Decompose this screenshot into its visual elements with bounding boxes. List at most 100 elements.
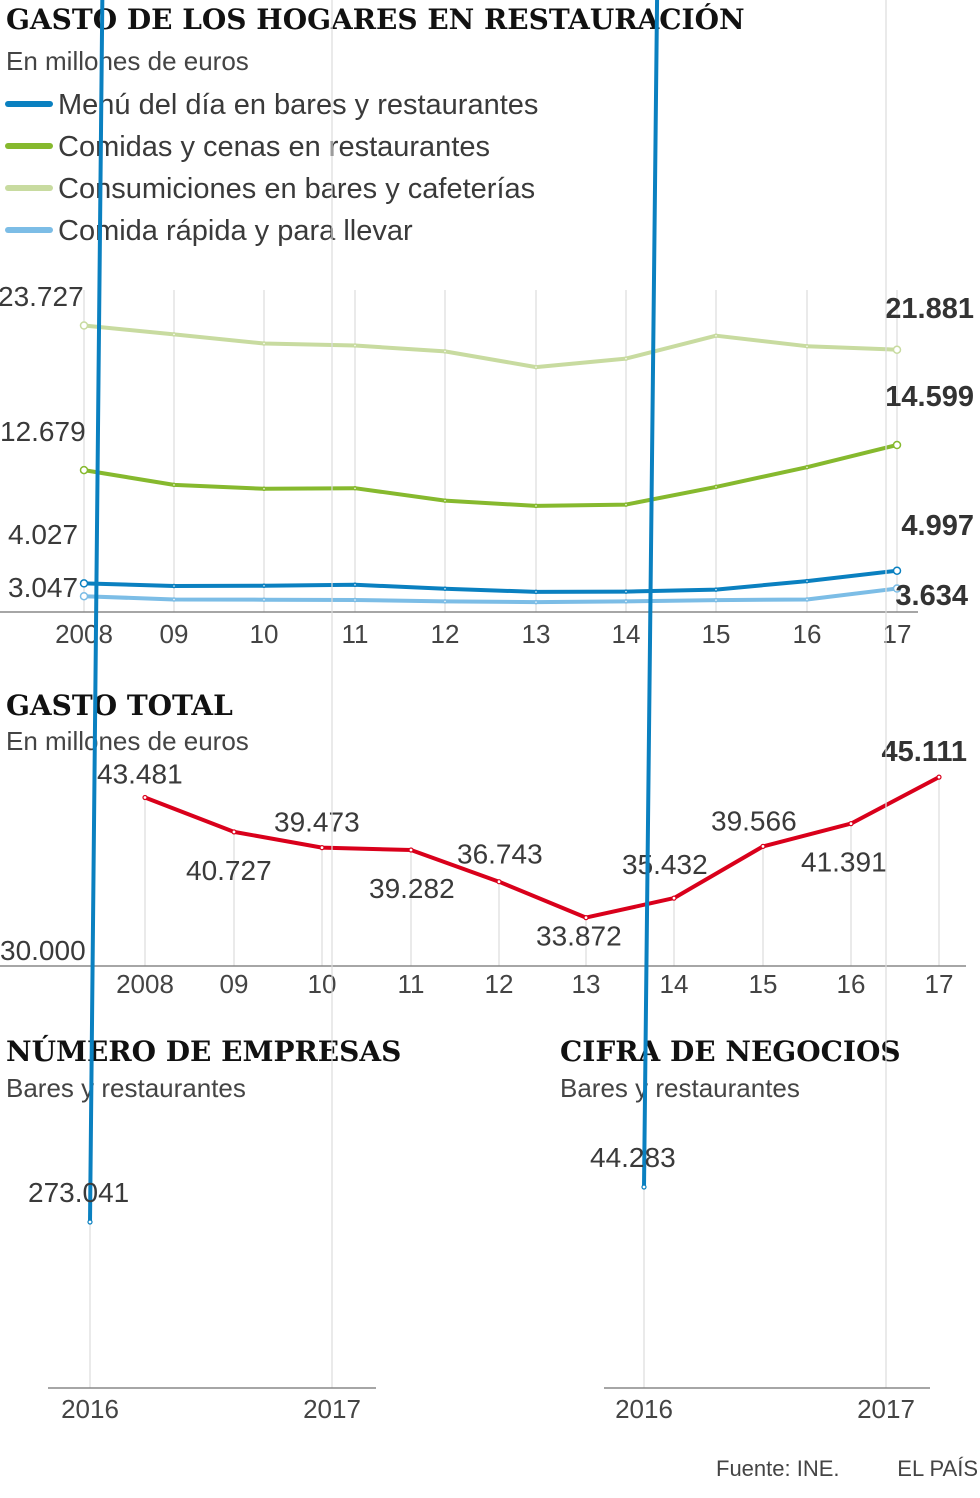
- chart3-title: NÚMERO DE EMPRESAS: [6, 1034, 401, 1068]
- data-point-comidas: [171, 482, 177, 488]
- data-point-consumiciones: [442, 349, 448, 354]
- legend-label-comidas: Comidas y cenas en restaurantes: [58, 131, 490, 163]
- data-point-consumiciones: [713, 333, 719, 338]
- chart2-x-tick-label: 17: [925, 969, 954, 999]
- data-point-menu: [892, 566, 902, 575]
- small-chart-data-point: [87, 1219, 93, 1225]
- chart1-title: GASTO DE LOS HOGARES EN RESTAURACIÓN: [6, 2, 745, 36]
- chart1-x-tick-label: 11: [342, 619, 369, 649]
- chart1-legend: Menú del día en bares y restaurantes Com…: [5, 89, 538, 247]
- chart2-gridlines: [144, 777, 940, 966]
- chart2-x-tick-label: 15: [749, 969, 778, 999]
- data-point-consumiciones: [623, 356, 629, 361]
- data-point-comidas: [79, 465, 89, 475]
- data-point-consumiciones: [79, 321, 89, 330]
- data-point-menu: [442, 586, 448, 591]
- data-point-rapida: [442, 599, 448, 604]
- chart1-x-tick-label: 14: [612, 619, 641, 649]
- chart2-x-tick-label: 16: [837, 969, 866, 999]
- data-point-gasto-total: [142, 794, 148, 801]
- legend-label-menu: Menú del día en bares y restaurantes: [58, 89, 538, 121]
- data-point-gasto-total: [848, 820, 854, 827]
- chart2-x-tick-label: 13: [572, 969, 601, 999]
- data-point-gasto-total: [231, 829, 237, 835]
- chart1-x-tick-label: 09: [160, 619, 189, 649]
- data-point-consumiciones: [892, 345, 902, 354]
- data-point-gasto-total: [936, 774, 942, 780]
- consumiciones-start-label: 23.727: [0, 281, 84, 312]
- chart2-data-label: 33.872: [536, 921, 622, 952]
- data-point-comidas: [804, 464, 810, 470]
- chart2-x-tick-label: 12: [485, 969, 514, 999]
- chart1-x-tick-label: 2008: [55, 619, 113, 649]
- chart2-x-tick-label: 09: [220, 969, 249, 999]
- menu-end-label: 4.997: [901, 510, 974, 542]
- rapida-start-label: 3.047: [8, 572, 78, 603]
- data-point-gasto-total: [583, 914, 589, 921]
- legend-label-consumiciones: Consumiciones en bares y cafeterías: [58, 173, 535, 205]
- chart1-x-tick-label: 12: [431, 619, 460, 649]
- data-point-gasto-total: [319, 844, 325, 851]
- data-point-rapida: [533, 599, 539, 605]
- data-point-rapida: [713, 597, 719, 603]
- data-point-rapida: [352, 597, 358, 603]
- chart2-data-label: 41.391: [801, 847, 887, 878]
- small-chart-data-label: 44.283: [590, 1142, 676, 1173]
- data-point-rapida: [79, 591, 89, 601]
- data-point-consumiciones: [171, 332, 177, 337]
- chart1-x-tick-label: 10: [250, 619, 279, 649]
- chart1-x-tick-label: 13: [522, 619, 551, 649]
- chart2-data-label: 35.432: [622, 849, 708, 880]
- data-point-comidas: [352, 485, 358, 491]
- data-point-consumiciones: [804, 343, 810, 349]
- chart2-data-label: 43.481: [97, 759, 183, 790]
- chart2-data-label: 39.282: [369, 873, 455, 904]
- small-chart-x-tick-label: 2016: [61, 1394, 119, 1424]
- small-chart-data-label: 273.041: [28, 1177, 129, 1208]
- data-point-gasto-total: [760, 843, 766, 850]
- chart2-data-label: 39.566: [711, 805, 797, 836]
- small-chart-x-tick-label: 2016: [615, 1394, 673, 1424]
- chart2-data-label: 40.727: [186, 855, 272, 886]
- chart2-data-label: 36.743: [457, 839, 543, 870]
- series-line-consumiciones: [82, 323, 899, 370]
- data-point-rapida: [623, 599, 629, 604]
- chart2-plot: [142, 774, 942, 921]
- data-point-comidas: [713, 484, 719, 490]
- chart2-baseline-label: 30.000: [0, 935, 86, 966]
- data-point-menu: [713, 587, 719, 592]
- series-line-menu: [82, 568, 899, 594]
- chart2-data-label: 39.473: [274, 807, 360, 838]
- consumiciones-end-label: 21.881: [885, 293, 974, 325]
- data-point-menu: [533, 589, 539, 595]
- data-point-gasto-total: [671, 895, 677, 901]
- data-point-rapida: [804, 597, 810, 602]
- chart1-subtitle: En millones de euros: [6, 46, 249, 76]
- chart2-x-tick-label: 14: [660, 969, 689, 999]
- rapida-end-label: 3.634: [895, 580, 968, 612]
- data-point-menu: [804, 578, 810, 584]
- data-point-comidas: [533, 503, 539, 509]
- chart2-title: GASTO TOTAL: [6, 689, 233, 722]
- chart2-subtitle: En millones de euros: [6, 726, 249, 756]
- data-point-rapida: [171, 597, 177, 602]
- data-point-consumiciones: [261, 341, 267, 346]
- data-point-rapida: [261, 597, 267, 602]
- chart4-subtitle: Bares y restaurantes: [560, 1073, 800, 1103]
- small-chart-x-tick-label: 2017: [857, 1394, 915, 1424]
- data-point-gasto-total: [408, 847, 414, 853]
- menu-start-label: 4.027: [8, 519, 78, 550]
- small-chart-x-tick-label: 2017: [303, 1394, 361, 1424]
- data-point-menu: [623, 589, 629, 594]
- data-point-menu: [352, 582, 358, 588]
- series-line-gasto-total: [143, 775, 941, 920]
- chart1-plot: [79, 321, 902, 605]
- data-point-menu: [79, 579, 89, 588]
- small-chart-data-point: [641, 1184, 647, 1190]
- data-point-comidas: [442, 498, 448, 503]
- legend-label-rapida: Comida rápida y para llevar: [58, 215, 413, 247]
- data-point-gasto-total: [496, 879, 502, 885]
